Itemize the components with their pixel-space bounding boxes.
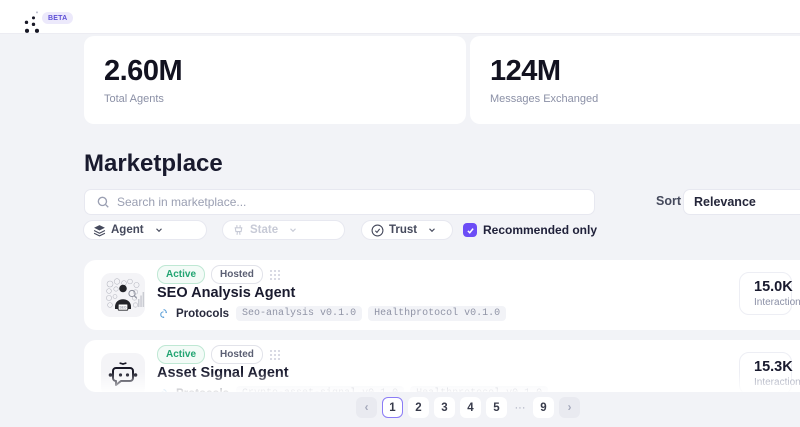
svg-text:SEO: SEO — [119, 306, 127, 310]
